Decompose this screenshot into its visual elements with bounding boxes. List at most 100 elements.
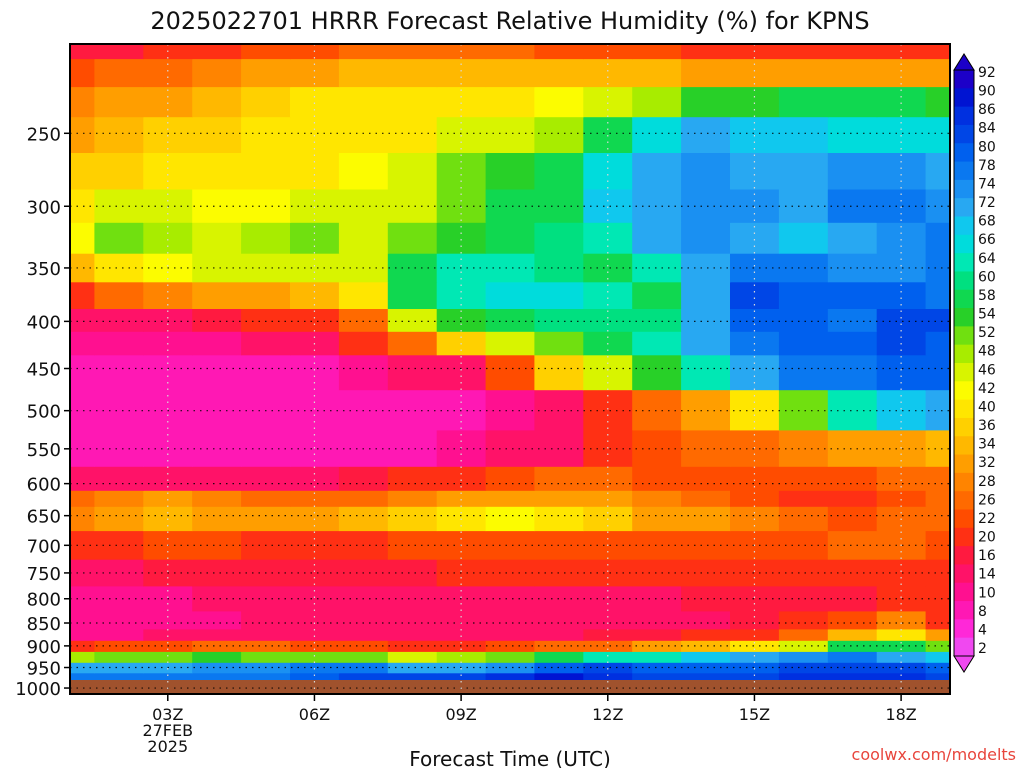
- heatmap-cell: [778, 672, 829, 684]
- heatmap-cell: [583, 610, 633, 630]
- colorbar-label: 22: [978, 511, 996, 527]
- heatmap-cell: [583, 651, 633, 663]
- heatmap-cell: [192, 188, 242, 223]
- heatmap-cell: [338, 354, 389, 391]
- heatmap-cell: [827, 281, 878, 309]
- heatmap-cell: [583, 253, 633, 283]
- heatmap-cell: [632, 116, 682, 153]
- colorbar-swatch: [954, 399, 974, 419]
- colorbar-swatch: [954, 637, 974, 657]
- heatmap-cell: [534, 490, 584, 507]
- heatmap-cell: [192, 308, 242, 332]
- heatmap-cell: [94, 662, 144, 674]
- colorbar-bottom-arrow: [953, 655, 975, 673]
- colorbar-swatch: [954, 601, 974, 620]
- heatmap-cell: [241, 354, 291, 391]
- heatmap-cell: [241, 506, 291, 532]
- heatmap-cell: [925, 389, 951, 431]
- heatmap-cell: [876, 222, 927, 254]
- heatmap-cell: [534, 585, 584, 612]
- heatmap-cell: [778, 116, 829, 153]
- x-date-label: 27FEB: [142, 721, 193, 740]
- heatmap-cell: [534, 530, 584, 560]
- colorbar-top-arrow: [953, 53, 975, 71]
- heatmap-cell: [827, 610, 878, 630]
- heatmap-cell: [338, 308, 389, 332]
- heatmap-cell: [534, 308, 584, 332]
- heatmap-cell: [70, 506, 95, 532]
- y-tick-label: 350: [27, 259, 61, 280]
- heatmap-cell: [485, 86, 536, 118]
- y-tick-label: 800: [27, 590, 61, 611]
- colorbar-swatch: [954, 271, 974, 291]
- heatmap-cell: [241, 44, 291, 60]
- heatmap-cell: [583, 354, 633, 391]
- heatmap-cell: [436, 672, 487, 684]
- colorbar-swatch: [954, 619, 974, 639]
- colorbar-label: 2: [978, 641, 987, 657]
- heatmap-cell: [70, 490, 95, 507]
- heatmap-cell: [485, 506, 536, 532]
- heatmap-cell: [632, 44, 682, 60]
- colorbar-label: 84: [978, 121, 996, 137]
- heatmap-cell: [778, 651, 829, 663]
- heatmap-cell: [583, 58, 633, 88]
- heatmap-cell: [827, 429, 878, 467]
- heatmap-cell: [534, 506, 584, 532]
- heatmap-cell: [925, 331, 951, 356]
- heatmap-cell: [70, 253, 95, 283]
- heatmap-cell: [583, 672, 633, 684]
- heatmap-cell: [70, 152, 95, 190]
- heatmap-cell: [583, 86, 633, 118]
- x-tick-label: 18Z: [885, 705, 916, 724]
- heatmap-cell: [192, 354, 242, 391]
- heatmap-cell: [94, 152, 144, 190]
- heatmap-cell: [876, 86, 927, 118]
- colorbar-label: 20: [978, 530, 996, 546]
- heatmap-cell: [241, 281, 291, 309]
- colorbar-swatch: [954, 381, 974, 401]
- heatmap-cell: [925, 506, 951, 532]
- heatmap-cell: [681, 116, 731, 153]
- heatmap-cell: [632, 354, 682, 391]
- heatmap-cell: [436, 490, 487, 507]
- heatmap-cell: [70, 628, 95, 641]
- colorbar-label: 4: [978, 622, 987, 638]
- heatmap-cell: [778, 188, 829, 223]
- heatmap-cell: [290, 610, 340, 630]
- heatmap-cell: [778, 506, 829, 532]
- heatmap-cell: [387, 389, 438, 431]
- heatmap-cell: [632, 308, 682, 332]
- heatmap-cell: [290, 253, 340, 283]
- heatmap-cell: [387, 331, 438, 356]
- colorbar-label: 64: [978, 251, 996, 267]
- heatmap-cell: [241, 116, 291, 153]
- colorbar-swatch: [954, 289, 974, 309]
- heatmap-cell: [827, 58, 878, 88]
- heatmap-cell: [338, 331, 389, 356]
- heatmap-cell: [876, 354, 927, 391]
- heatmap-cell: [583, 559, 633, 587]
- heatmap-cell: [681, 628, 731, 641]
- heatmap-cell: [338, 672, 389, 684]
- y-tick-label: 500: [27, 402, 61, 423]
- heatmap-cell: [192, 672, 242, 684]
- colorbar-swatch: [954, 363, 974, 382]
- heatmap-cell: [925, 86, 951, 118]
- heatmap-cell: [290, 628, 340, 641]
- heatmap-cell: [534, 331, 584, 356]
- heatmap-cell: [778, 389, 829, 431]
- heatmap-cell: [632, 466, 682, 491]
- ground-strip: [70, 680, 950, 694]
- colorbar-swatch: [954, 344, 974, 364]
- heatmap-cell: [534, 466, 584, 491]
- colorbar-swatch: [954, 143, 974, 163]
- heatmap-cell: [387, 672, 438, 684]
- colorbar-swatch: [954, 582, 974, 602]
- heatmap-cell: [583, 308, 633, 332]
- heatmap-cell: [143, 354, 193, 391]
- heatmap-cell: [485, 331, 536, 356]
- heatmap-cell: [876, 152, 927, 190]
- heatmap-cell: [94, 354, 144, 391]
- heatmap-cell: [387, 466, 438, 491]
